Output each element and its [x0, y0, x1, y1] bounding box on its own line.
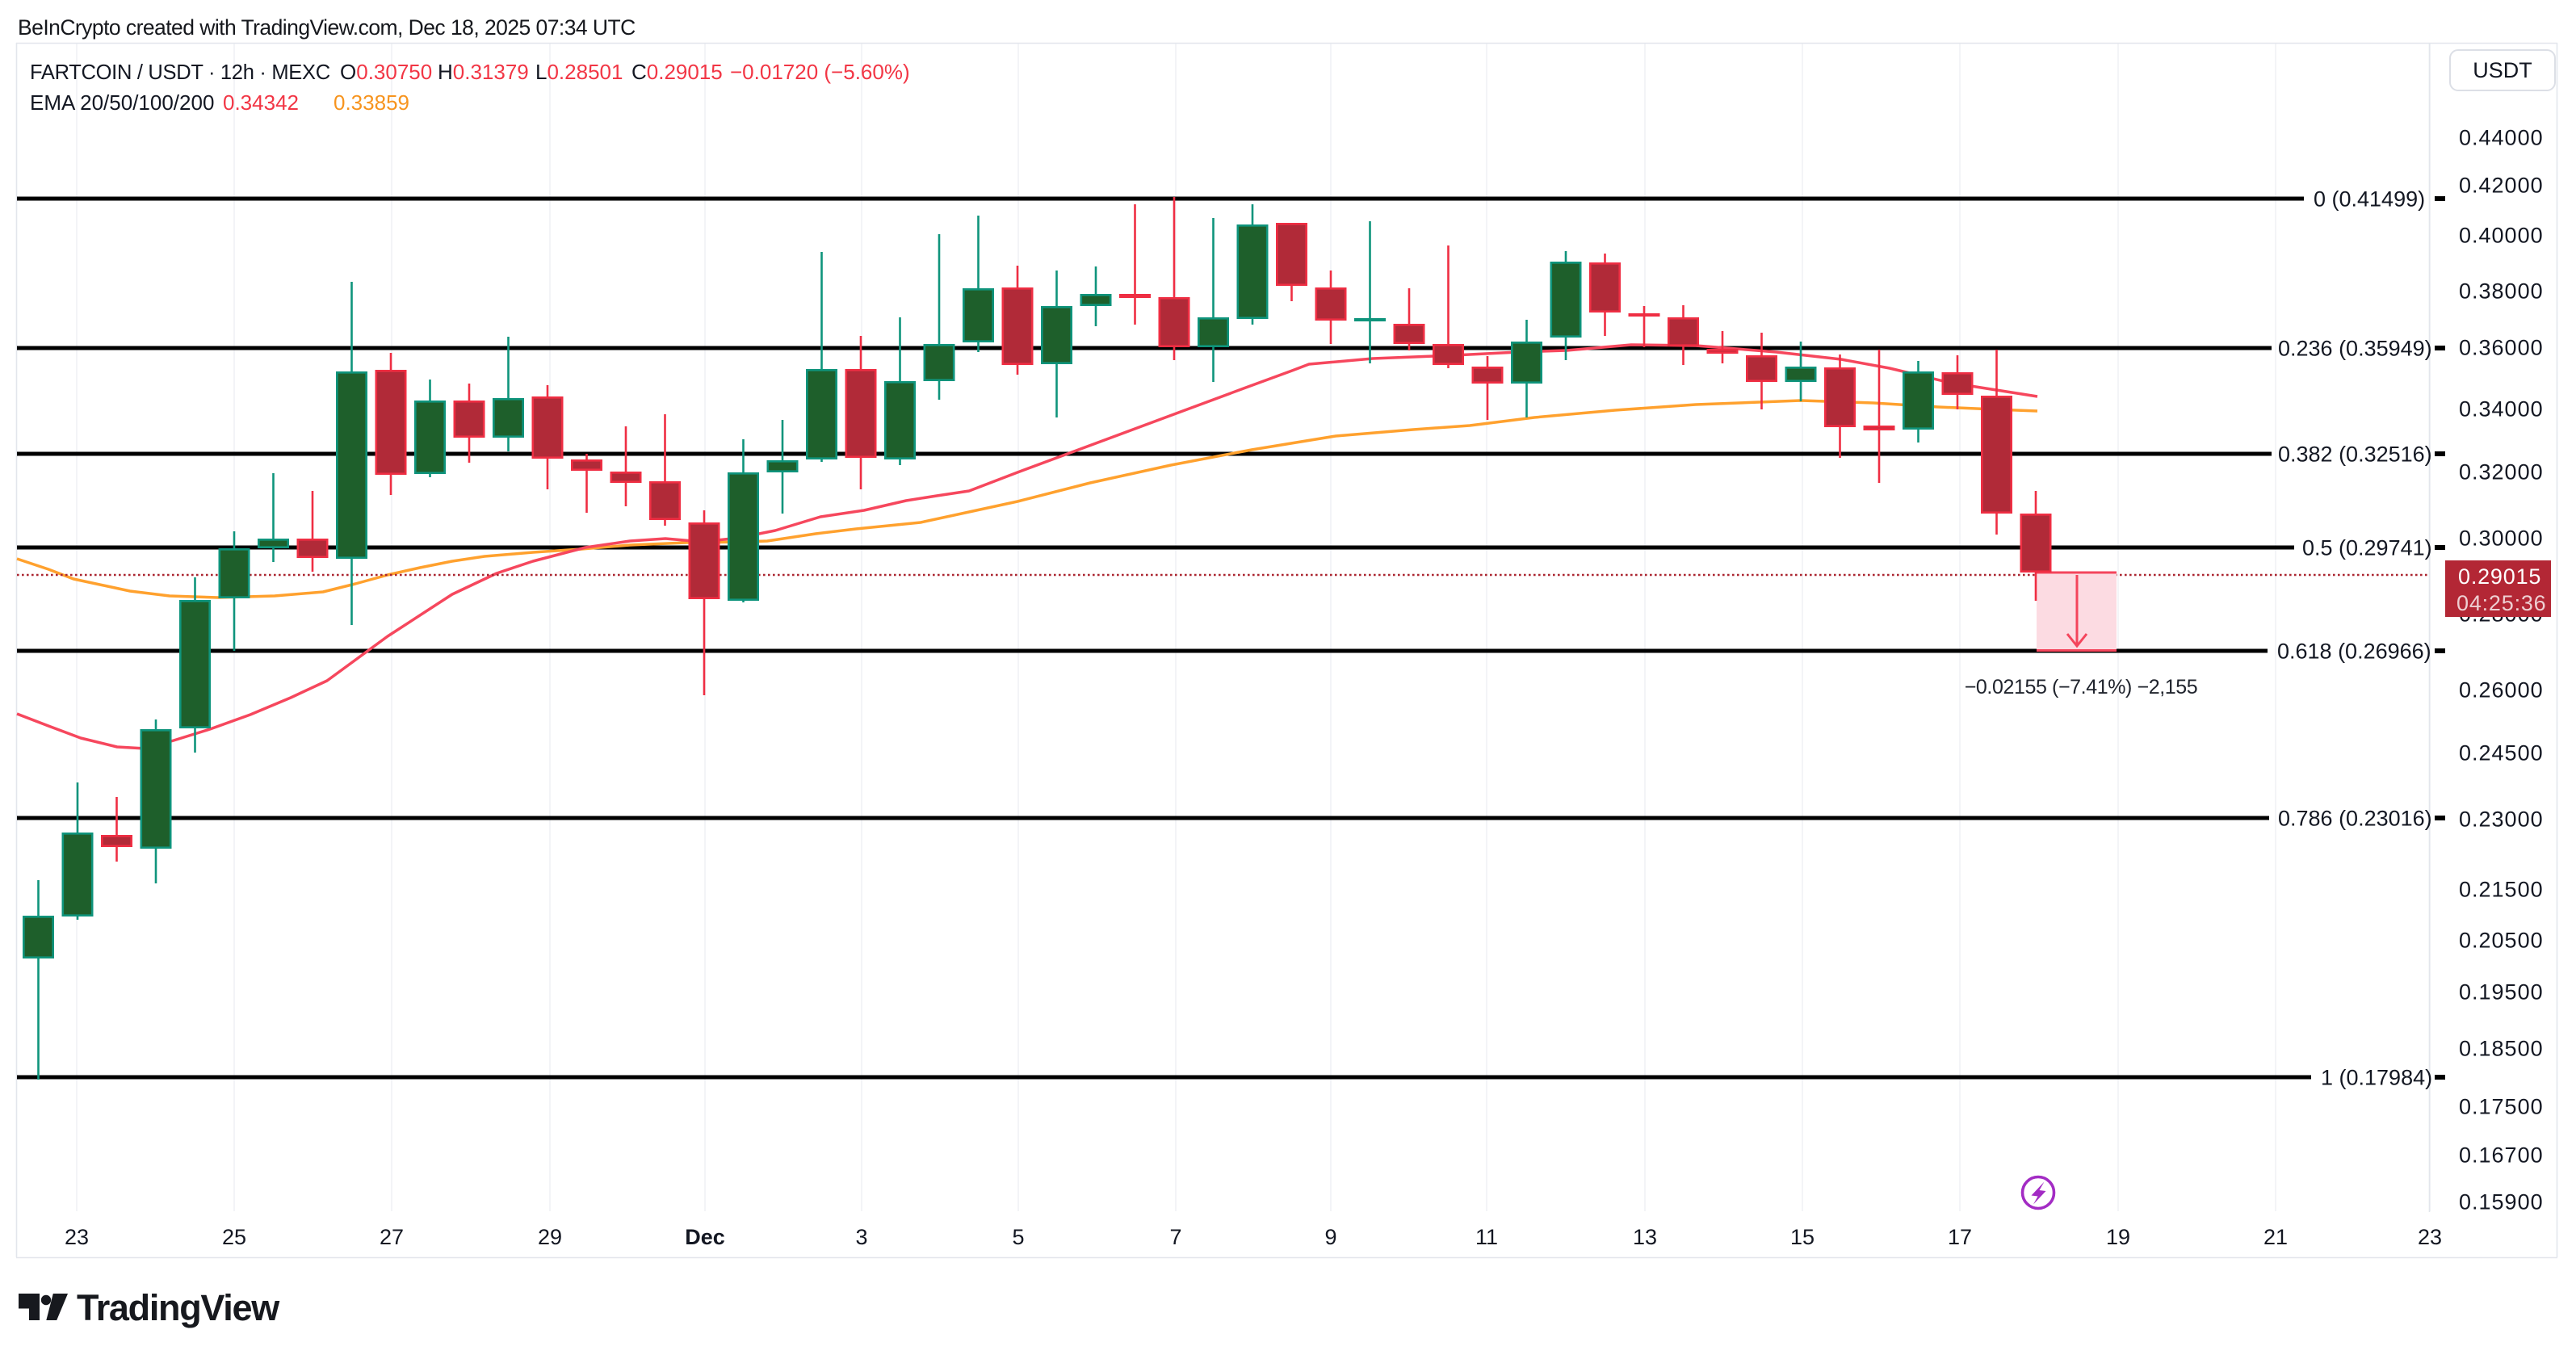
- svg-text:1 (0.17984): 1 (0.17984): [2321, 1066, 2432, 1090]
- svg-text:0.32000: 0.32000: [2459, 460, 2544, 484]
- svg-text:21: 21: [2263, 1225, 2288, 1249]
- svg-text:23: 23: [2418, 1225, 2442, 1249]
- svg-text:0.618 (0.26966): 0.618 (0.26966): [2277, 640, 2431, 664]
- svg-text:0.19500: 0.19500: [2459, 980, 2544, 1005]
- svg-text:0.24500: 0.24500: [2459, 741, 2544, 765]
- svg-text:0.26000: 0.26000: [2459, 678, 2544, 703]
- svg-text:0.30000: 0.30000: [2459, 526, 2544, 551]
- svg-text:0.382 (0.32516): 0.382 (0.32516): [2278, 443, 2432, 467]
- svg-text:11: 11: [1475, 1225, 1498, 1249]
- svg-text:L0.28501: L0.28501: [535, 60, 623, 84]
- svg-text:04:25:36: 04:25:36: [2456, 591, 2547, 615]
- svg-text:Dec: Dec: [685, 1225, 725, 1249]
- svg-text:13: 13: [1633, 1225, 1657, 1249]
- svg-text:0.29015: 0.29015: [2458, 564, 2541, 589]
- svg-text:0.21500: 0.21500: [2459, 878, 2544, 902]
- svg-text:25: 25: [222, 1225, 246, 1249]
- svg-text:O0.30750: O0.30750: [340, 60, 432, 84]
- svg-text:0.17500: 0.17500: [2459, 1095, 2544, 1119]
- svg-text:EMA 20/50/100/200: EMA 20/50/100/200: [30, 90, 214, 115]
- svg-text:−0.01720 (−5.60%): −0.01720 (−5.60%): [730, 60, 910, 84]
- svg-text:0.15900: 0.15900: [2459, 1190, 2544, 1214]
- svg-text:H0.31379: H0.31379: [438, 60, 529, 84]
- svg-text:BeInCrypto created with Tradin: BeInCrypto created with TradingView.com,…: [18, 15, 636, 40]
- svg-text:TradingView: TradingView: [77, 1287, 280, 1328]
- svg-text:23: 23: [65, 1225, 89, 1249]
- svg-text:0.33859: 0.33859: [334, 90, 409, 115]
- svg-text:15: 15: [1790, 1225, 1815, 1249]
- svg-text:19: 19: [2106, 1225, 2130, 1249]
- svg-text:USDT: USDT: [2473, 58, 2532, 82]
- svg-text:0.786 (0.23016): 0.786 (0.23016): [2278, 807, 2432, 831]
- svg-text:5: 5: [1012, 1225, 1024, 1249]
- svg-text:29: 29: [538, 1225, 562, 1249]
- svg-text:C0.29015: C0.29015: [631, 60, 723, 84]
- svg-text:0.38000: 0.38000: [2459, 279, 2544, 304]
- svg-text:0.20500: 0.20500: [2459, 929, 2544, 953]
- svg-text:0.42000: 0.42000: [2459, 174, 2544, 198]
- svg-text:0.23000: 0.23000: [2459, 807, 2544, 832]
- svg-text:7: 7: [1169, 1225, 1181, 1249]
- svg-text:0 (0.41499): 0 (0.41499): [2314, 187, 2425, 212]
- svg-text:9: 9: [1324, 1225, 1336, 1249]
- svg-text:0.16700: 0.16700: [2459, 1143, 2544, 1168]
- svg-text:0.34000: 0.34000: [2459, 397, 2544, 422]
- svg-text:0.236 (0.35949): 0.236 (0.35949): [2278, 337, 2432, 361]
- svg-text:0.5 (0.29741): 0.5 (0.29741): [2302, 536, 2432, 560]
- svg-text:FARTCOIN / USDT · 12h · MEXC: FARTCOIN / USDT · 12h · MEXC: [30, 61, 330, 84]
- svg-text:0.40000: 0.40000: [2459, 224, 2544, 248]
- svg-text:0.36000: 0.36000: [2459, 336, 2544, 360]
- svg-text:−0.02155 (−7.41%) −2,155: −0.02155 (−7.41%) −2,155: [1965, 676, 2198, 698]
- svg-text:0.44000: 0.44000: [2459, 126, 2544, 150]
- svg-text:0.18500: 0.18500: [2459, 1037, 2544, 1061]
- svg-text:17: 17: [1948, 1225, 1972, 1249]
- svg-text:27: 27: [380, 1225, 404, 1249]
- svg-text:3: 3: [855, 1225, 867, 1249]
- svg-text:0.34342: 0.34342: [223, 90, 299, 115]
